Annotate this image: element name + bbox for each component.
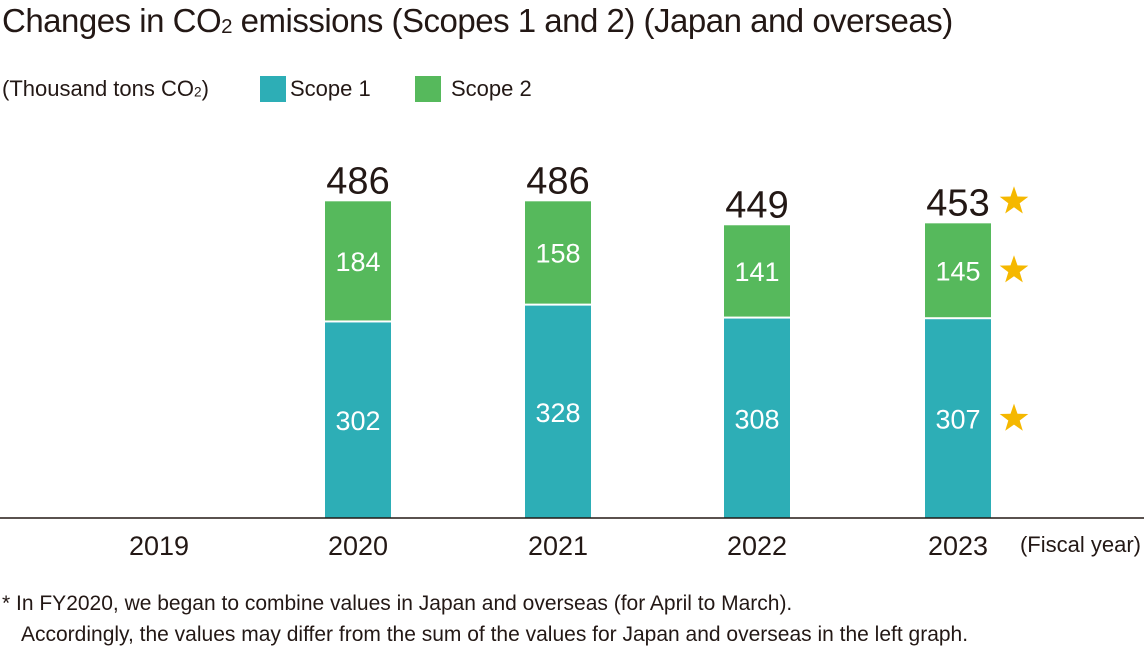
bar-label-2022-scope2: 141	[734, 257, 779, 287]
y-unit-label: (Thousand tons CO2)	[2, 76, 209, 101]
bar-2022-scope2	[724, 225, 790, 317]
x-tick-label-2020: 2020	[328, 531, 388, 561]
bar-label-2020-scope2: 184	[335, 247, 380, 277]
bar-2021-scope1	[525, 305, 591, 518]
total-label-2021: 486	[526, 160, 589, 202]
bar-label-2022-scope1: 308	[734, 404, 779, 434]
total-label-2023: 453	[926, 182, 989, 224]
total-label-2020: 486	[326, 160, 389, 202]
legend-label-scope2: Scope 2	[451, 76, 532, 101]
footnote-line-1: * In FY2020, we began to combine values …	[2, 592, 793, 615]
bar-2021-scope2	[525, 201, 591, 304]
legend-swatch-scope2	[415, 76, 441, 102]
x-tick-label-2019: 2019	[129, 531, 189, 561]
legend-swatch-scope1	[260, 76, 286, 102]
footnote-line-2: Accordingly, the values may differ from …	[21, 623, 969, 646]
star-icon-scope1	[999, 403, 1029, 431]
bar-2023-scope2	[925, 223, 991, 318]
bar-2022-scope1	[724, 318, 790, 518]
legend-label-scope1: Scope 1	[290, 76, 371, 101]
bar-2020-scope2	[325, 201, 391, 321]
x-tick-label-2021: 2021	[528, 531, 588, 561]
bar-label-2023-scope1: 307	[935, 405, 980, 435]
stacked-bar-chart: 2019 2020 302 184 486 2021 328 158 486 2022 308 141…	[0, 160, 1144, 561]
footnote: * In FY2020, we began to combine values …	[2, 588, 968, 650]
bar-2023-scope1	[925, 319, 991, 518]
bar-label-2021-scope1: 328	[535, 398, 580, 428]
x-tick-label-2023: 2023	[928, 531, 988, 561]
bar-2020-scope1	[325, 322, 391, 518]
bar-label-2020-scope1: 302	[335, 406, 380, 436]
bar-label-2023-scope2: 145	[935, 256, 980, 286]
star-icon-total	[999, 186, 1029, 214]
x-tick-label-2022: 2022	[727, 531, 787, 561]
star-icon-scope2	[999, 255, 1029, 283]
chart-title: Changes in CO2 emissions (Scopes 1 and 2…	[2, 2, 953, 39]
total-label-2022: 449	[725, 184, 788, 226]
bar-label-2021-scope2: 158	[535, 238, 580, 268]
x-axis-unit-label: (Fiscal year)	[1020, 532, 1141, 557]
